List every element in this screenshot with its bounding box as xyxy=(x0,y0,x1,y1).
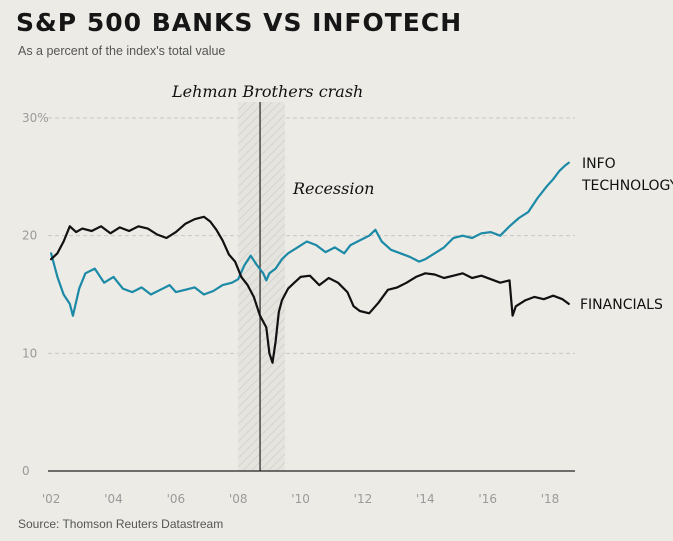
x-tick-label: '06 xyxy=(167,492,186,506)
y-tick-label: 0 xyxy=(22,464,30,478)
chart-subtitle: As a percent of the index's total value xyxy=(18,44,226,58)
y-tick-label: 10 xyxy=(22,346,37,360)
recession-band-group xyxy=(238,102,285,471)
y-tick-label: 20 xyxy=(22,229,37,243)
gridlines xyxy=(48,117,575,354)
series-label: TECHNOLOGY xyxy=(581,178,673,194)
x-tick-label: '04 xyxy=(104,492,123,506)
recession-label: Recession xyxy=(292,179,374,198)
x-tick-label: '02 xyxy=(42,492,61,506)
source-note: Source: Thomson Reuters Datastream xyxy=(18,517,224,531)
axes: 0 10 20 30% '02 '04 '06 '08 '10 '12 '14 '16 '18 xyxy=(22,111,575,506)
chart-title: S&P 500 BANKS VS INFOTECH xyxy=(16,8,463,37)
recession-band xyxy=(238,102,285,471)
x-tick-label: '14 xyxy=(416,492,435,506)
y-tick-label: 30% xyxy=(22,111,49,125)
series-label: INFO xyxy=(582,156,616,172)
series-line-info-technology xyxy=(50,161,570,317)
x-tick-label: '12 xyxy=(354,492,373,506)
series-label: FINANCIALS xyxy=(580,297,663,313)
x-tick-label: '08 xyxy=(229,492,248,506)
series-line-financials xyxy=(50,215,570,364)
x-tick-label: '10 xyxy=(291,492,310,506)
x-tick-label: '18 xyxy=(541,492,560,506)
event-label: Lehman Brothers crash xyxy=(171,82,363,101)
annotations: Recession Lehman Brothers crash INFO TECHNO… xyxy=(171,82,673,313)
series-group xyxy=(50,161,570,364)
x-tick-label: '16 xyxy=(478,492,497,506)
